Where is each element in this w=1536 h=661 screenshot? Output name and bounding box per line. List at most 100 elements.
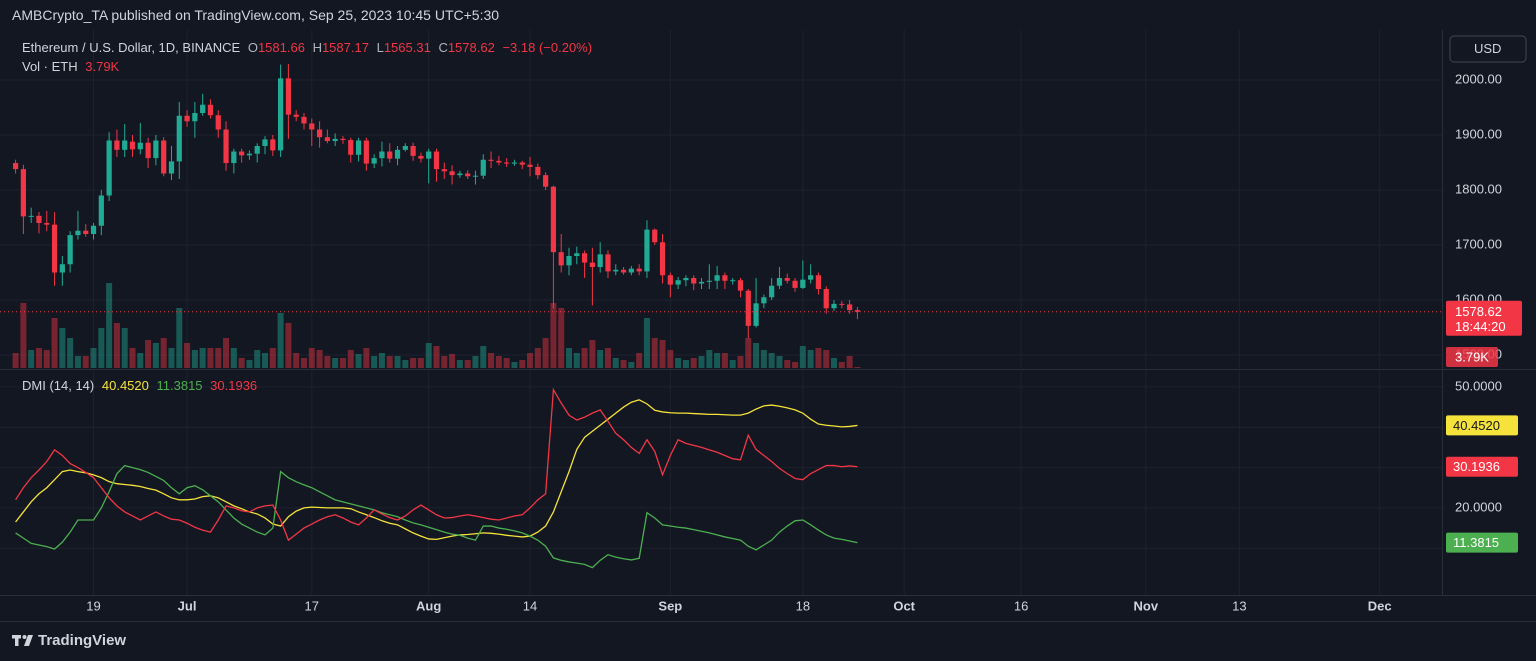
candle-body: [753, 303, 759, 326]
volume-bar: [145, 340, 152, 368]
candle-body: [839, 303, 845, 305]
volume-bar: [449, 354, 456, 368]
candle-body: [161, 140, 167, 174]
candle-body: [737, 280, 744, 291]
volume-bar: [550, 303, 557, 368]
y-tick-label: 1800.00: [1455, 181, 1502, 196]
candle-body: [262, 139, 268, 146]
dmi-title: DMI (14, 14): [22, 378, 95, 393]
candle-body: [301, 116, 307, 124]
candle-body: [122, 140, 128, 150]
candle-body: [309, 123, 315, 130]
candle-body: [207, 104, 214, 116]
candle-body: [527, 164, 533, 167]
volume-bar: [176, 308, 183, 368]
volume-box: [1446, 347, 1498, 367]
candle-body: [402, 146, 408, 150]
candle-body: [691, 278, 697, 284]
volume-bar: [160, 338, 167, 368]
volume-bar: [386, 356, 393, 368]
volume-bar: [636, 353, 643, 368]
volume-bar: [35, 348, 42, 368]
volume-bar: [854, 367, 861, 368]
candle-body: [371, 158, 377, 164]
candle-body: [145, 142, 151, 159]
volume-bar: [682, 360, 689, 368]
candle-body: [98, 195, 104, 226]
y-tick-label: 20.0000: [1455, 499, 1502, 514]
volume-bar: [106, 283, 113, 368]
volume-bar: [262, 353, 269, 368]
dmi-value: 40.4520: [101, 378, 149, 393]
volume-bar: [371, 356, 378, 368]
volume-bar: [113, 323, 120, 368]
candle-body: [270, 139, 276, 151]
volume-bar: [612, 358, 619, 368]
candle-body: [472, 175, 479, 177]
volume-bar: [823, 350, 830, 368]
candle-body: [67, 235, 73, 265]
candle-body: [558, 252, 564, 266]
volume-bar: [246, 360, 253, 368]
candle-body: [44, 223, 50, 225]
dmi-value-box: [1446, 532, 1518, 553]
volume-bar: [410, 358, 417, 368]
volume-bar: [519, 360, 526, 368]
candle-body: [480, 159, 486, 176]
volume-bar: [620, 360, 627, 368]
volume-bar: [534, 348, 541, 368]
y-tick-label: 2000.00: [1455, 71, 1502, 86]
candle-body: [153, 140, 159, 159]
candle-body: [745, 290, 751, 326]
candle-body: [613, 269, 619, 272]
volume-bar: [566, 348, 573, 368]
volume-bar: [807, 350, 814, 368]
candle-body: [394, 149, 401, 159]
volume-bar: [799, 346, 806, 368]
volume-bar: [293, 353, 300, 368]
x-tick-label: 16: [1014, 598, 1028, 613]
volume-bar: [776, 356, 783, 368]
candle-body: [504, 162, 510, 164]
volume-bar: [846, 356, 853, 368]
candle-body: [457, 173, 463, 176]
price-legend: Ethereum / U.S. Dollar, 1D, BINANCE O158…: [22, 40, 596, 55]
x-tick-label: Dec: [1368, 598, 1392, 613]
candle-body: [192, 112, 198, 122]
volume-bar: [714, 353, 721, 368]
volume-bar: [441, 356, 448, 368]
candle-body: [231, 151, 237, 164]
volume-bar: [168, 348, 175, 368]
candle-body: [628, 268, 634, 273]
volume-bar: [67, 338, 74, 368]
dmi-value: 30.1936: [210, 378, 258, 393]
volume-bar: [90, 348, 97, 368]
volume-bar: [589, 340, 596, 368]
volume-bar: [98, 328, 105, 368]
ohlc-value: 1587.17: [321, 40, 369, 55]
volume-bar: [838, 362, 845, 368]
volume-bar: [417, 358, 424, 368]
volume-bar: [285, 323, 292, 368]
candle-body: [776, 278, 783, 286]
volume-bar: [254, 350, 261, 368]
volume-bar: [511, 362, 518, 368]
volume-bar: [74, 356, 81, 368]
volume-bar: [20, 303, 27, 368]
volume-bar: [760, 350, 767, 368]
candle-body: [730, 280, 736, 282]
currency-button[interactable]: [1449, 35, 1527, 63]
volume-bar: [597, 350, 604, 368]
volume-bar: [12, 353, 19, 368]
candle-body: [847, 304, 853, 311]
candle-body: [387, 151, 393, 159]
volume-bar: [503, 358, 510, 368]
volume-value: 3.79K: [85, 59, 120, 74]
candle-body: [114, 140, 120, 150]
candle-body: [550, 186, 557, 253]
volume-bar: [542, 338, 549, 368]
volume-bar: [339, 358, 346, 368]
volume-bar: [628, 362, 635, 368]
